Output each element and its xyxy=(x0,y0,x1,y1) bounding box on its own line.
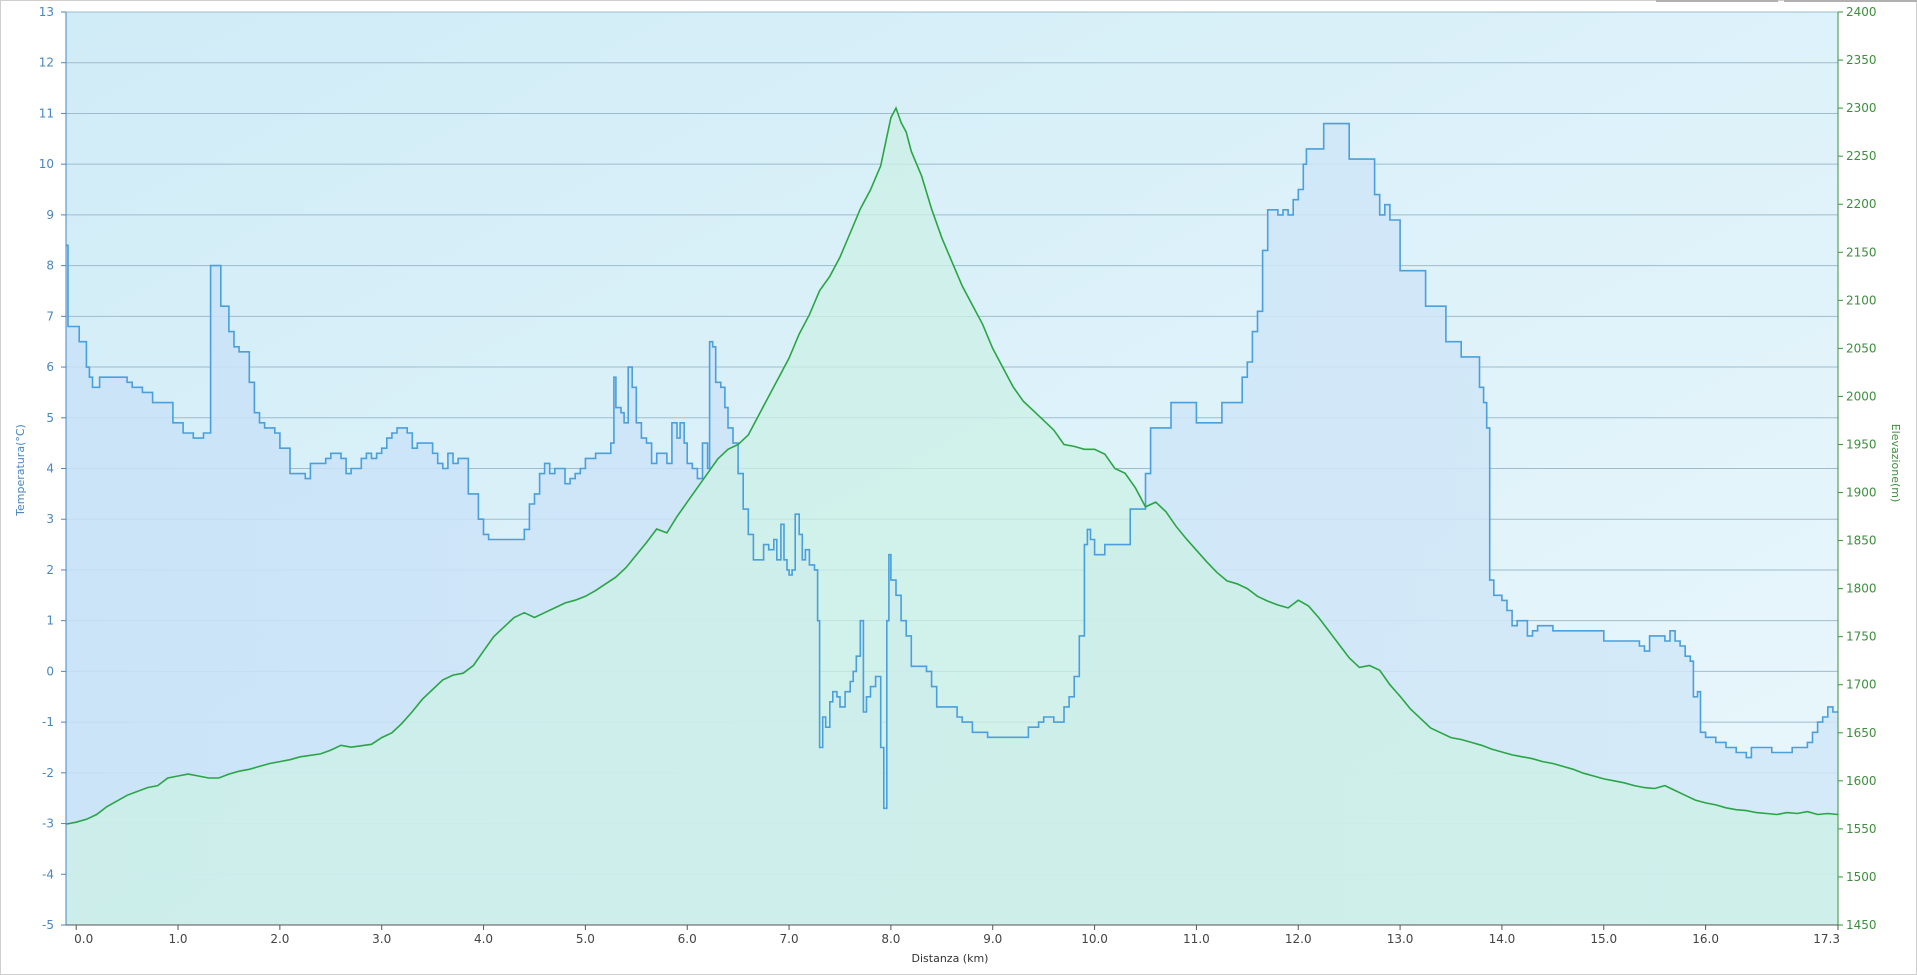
right-tick-label-13: 1750 xyxy=(1846,630,1877,644)
left-tick-label-5: 8 xyxy=(46,259,54,273)
left-tick-label-12: 1 xyxy=(46,614,54,628)
left-tick-label-2: 11 xyxy=(39,106,54,120)
right-axis-title: Elevazione(m) xyxy=(1889,424,1902,503)
temperature-line xyxy=(66,122,1838,810)
right-tick-label-17: 1550 xyxy=(1846,822,1877,836)
right-tick-label-19: 1450 xyxy=(1846,918,1877,932)
toolbar-button-right[interactable] xyxy=(1784,0,1917,2)
elevation-line xyxy=(65,106,1839,825)
right-tick-label-3: 2250 xyxy=(1846,149,1877,163)
right-tick-label-6: 2100 xyxy=(1846,293,1877,307)
x-tick-label-12: 12.0 xyxy=(1285,932,1312,946)
left-tick-label-9: 4 xyxy=(46,462,54,476)
x-tick-label-11: 11.0 xyxy=(1183,932,1210,946)
x-tick-label-2: 2.0 xyxy=(270,932,289,946)
right-tick-label-9: 1950 xyxy=(1846,437,1877,451)
x-tick-label-4: 4.0 xyxy=(474,932,493,946)
left-tick-label-3: 10 xyxy=(39,157,54,171)
right-axis-ticks: 2400 2350 2300 2250 2200 2150 2100 2050 2000 1950… xyxy=(1838,5,1877,932)
elevation-area xyxy=(66,108,1838,926)
left-tick-label-17: -4 xyxy=(42,867,54,881)
left-tick-label-7: 6 xyxy=(46,360,54,374)
right-tick-label-10: 1900 xyxy=(1846,486,1877,500)
left-tick-label-8: 5 xyxy=(46,411,54,425)
x-axis-ticks: 0.0 1.0 2.0 3.0 4.0 5.0 6.0 7.0 8.0 9.0 10.0 11.0 12… xyxy=(74,925,1840,946)
right-tick-label-18: 1500 xyxy=(1846,870,1877,884)
right-tick-label-7: 2050 xyxy=(1846,341,1877,355)
left-tick-label-15: -2 xyxy=(42,766,54,780)
right-tick-label-15: 1650 xyxy=(1846,726,1877,740)
right-tick-label-11: 1850 xyxy=(1846,534,1877,548)
left-tick-label-0: 13 xyxy=(39,5,54,19)
x-tick-label-14: 14.0 xyxy=(1489,932,1516,946)
x-tick-label-3: 3.0 xyxy=(372,932,391,946)
x-tick-label-5: 5.0 xyxy=(576,932,595,946)
right-tick-label-14: 1700 xyxy=(1846,678,1877,692)
x-tick-label-16: 16.0 xyxy=(1692,932,1719,946)
x-tick-label-15: 15.0 xyxy=(1590,932,1617,946)
left-tick-label-14: -1 xyxy=(42,715,54,729)
left-tick-label-11: 2 xyxy=(46,563,54,577)
x-tick-label-6: 6.0 xyxy=(678,932,697,946)
left-tick-label-10: 3 xyxy=(46,512,54,526)
right-tick-label-5: 2150 xyxy=(1846,245,1877,259)
left-tick-label-18: -5 xyxy=(42,918,54,932)
right-tick-label-2: 2300 xyxy=(1846,101,1877,115)
x-tick-label-13: 13.0 xyxy=(1387,932,1414,946)
left-axis-title: Temperatura(°C) xyxy=(14,424,27,517)
x-tick-label-10: 10.0 xyxy=(1081,932,1108,946)
left-tick-label-6: 7 xyxy=(46,309,54,323)
x-tick-label-0: 0.0 xyxy=(74,932,93,946)
toolbar-button-left[interactable] xyxy=(1656,0,1778,2)
right-tick-label-12: 1800 xyxy=(1846,582,1877,596)
x-tick-label-8: 8.0 xyxy=(881,932,900,946)
x-tick-label-7: 7.0 xyxy=(780,932,799,946)
x-tick-label-17: 17.3 xyxy=(1813,932,1840,946)
x-tick-label-1: 1.0 xyxy=(168,932,187,946)
left-tick-label-13: 0 xyxy=(46,664,54,678)
right-tick-label-0: 2400 xyxy=(1846,5,1877,19)
right-tick-label-1: 2350 xyxy=(1846,53,1877,67)
left-tick-label-1: 12 xyxy=(39,56,54,70)
right-tick-label-8: 2000 xyxy=(1846,389,1877,403)
right-tick-label-16: 1600 xyxy=(1846,774,1877,788)
x-tick-label-9: 9.0 xyxy=(983,932,1002,946)
left-tick-label-16: -3 xyxy=(42,817,54,831)
x-axis-title: Distanza (km) xyxy=(912,952,989,965)
right-tick-label-4: 2200 xyxy=(1846,197,1877,211)
left-tick-label-4: 9 xyxy=(46,208,54,222)
